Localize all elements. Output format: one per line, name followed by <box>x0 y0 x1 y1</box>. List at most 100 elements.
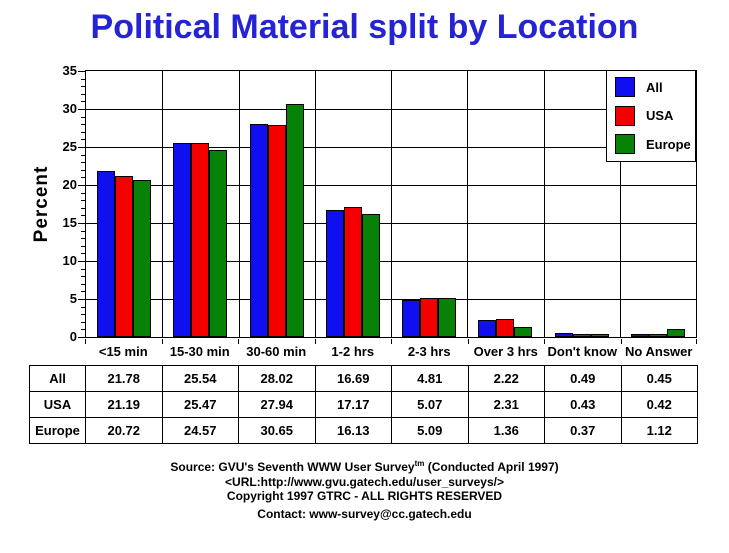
footer-source-date: (Conducted April 1997) <box>424 460 559 474</box>
bar-all <box>554 333 573 337</box>
table-cell: 0.43 <box>544 391 622 418</box>
y-tick <box>78 223 85 224</box>
bar-usa <box>496 319 515 337</box>
footer: Source: GVU's Seventh WWW User Surveytm … <box>0 457 729 521</box>
x-category-label: Don't know <box>547 344 618 359</box>
y-minor-tick <box>81 93 85 95</box>
table-cell: 21.19 <box>85 391 163 418</box>
y-minor-tick <box>81 321 85 323</box>
y-tick <box>78 185 85 186</box>
y-tick-label: 30 <box>62 101 77 116</box>
table-row-label: Europe <box>29 417 86 444</box>
y-tick <box>78 337 85 338</box>
legend-item-europe: Europe <box>615 134 695 154</box>
y-minor-tick <box>81 154 85 156</box>
legend: All USA Europe <box>606 70 696 162</box>
table-cell: 16.13 <box>314 417 392 444</box>
bar-all <box>249 124 268 337</box>
y-tick-label: 5 <box>69 291 77 306</box>
x-tick <box>544 339 545 344</box>
bar-usa <box>420 298 439 337</box>
bar-usa <box>267 124 286 337</box>
y-minor-tick <box>81 215 85 217</box>
v-gridline <box>238 71 240 337</box>
x-tick <box>85 339 86 344</box>
y-minor-tick <box>81 238 85 240</box>
y-minor-tick <box>81 306 85 308</box>
y-minor-tick <box>81 329 85 331</box>
x-category-label: 15-30 min <box>169 344 230 359</box>
bar-all <box>97 171 116 337</box>
footer-contact-line: Contact: www-survey@cc.gatech.edu <box>257 506 472 521</box>
plot-area <box>85 70 697 338</box>
chart-title: Political Material split by Location <box>90 8 639 46</box>
x-tick <box>696 339 697 344</box>
y-tick <box>78 299 85 300</box>
x-category-label: <15 min <box>98 344 148 359</box>
y-tick-label: 10 <box>62 253 77 268</box>
legend-item-usa: USA <box>615 105 695 126</box>
footer-source-text: Source: GVU's Seventh WWW User Survey <box>170 460 415 474</box>
x-tick <box>620 339 622 344</box>
y-minor-tick <box>81 101 85 103</box>
footer-url-line: <URL:http://www.gvu.gatech.edu/user_surv… <box>225 474 504 489</box>
bar-usa <box>115 175 134 337</box>
table-cell: 5.07 <box>391 391 469 418</box>
data-table: All 21.78 25.54 28.02 16.69 4.81 2.22 0.49 0.45 U… <box>29 365 698 444</box>
legend-label-usa: USA <box>646 108 674 123</box>
table-row-europe: Europe 20.72 24.57 30.65 16.13 5.09 1.36 0.37 1.… <box>29 417 698 444</box>
table-cell: 0.45 <box>620 365 698 392</box>
table-cell: 0.37 <box>544 417 622 444</box>
table-row-label: USA <box>29 391 86 418</box>
y-minor-tick <box>81 86 85 88</box>
y-minor-tick <box>81 124 85 126</box>
table-cell: 1.36 <box>467 417 545 444</box>
v-gridline <box>467 71 469 337</box>
y-minor-tick <box>81 192 85 194</box>
y-tick-label: 35 <box>62 63 77 78</box>
table-cell: 5.09 <box>391 417 469 444</box>
table-cell: 0.42 <box>620 391 698 418</box>
y-minor-tick <box>81 139 85 141</box>
table-cell: 0.49 <box>544 365 622 392</box>
y-tick <box>78 71 85 72</box>
x-category-label: Over 3 hrs <box>473 344 538 359</box>
y-minor-tick <box>81 177 85 179</box>
bar-all <box>402 300 421 337</box>
footer-copyright-line: Copyright 1997 GTRC - ALL RIGHTS RESERVE… <box>226 489 503 503</box>
table-cell: 28.02 <box>238 365 316 392</box>
table-cell: 1.12 <box>620 417 698 444</box>
table-cell: 4.81 <box>391 365 469 392</box>
table-cell: 30.65 <box>238 417 316 444</box>
y-tick-label: 15 <box>62 215 77 230</box>
bar-europe <box>361 214 380 337</box>
y-tick <box>78 147 85 148</box>
v-gridline <box>391 71 392 337</box>
table-cell: 17.17 <box>314 391 392 418</box>
y-minor-tick <box>81 268 85 270</box>
table-cell: 2.31 <box>467 391 545 418</box>
y-minor-tick <box>81 169 85 171</box>
x-tick <box>238 339 239 344</box>
y-minor-tick <box>81 276 85 278</box>
table-cell: 2.22 <box>467 365 545 392</box>
footer-source-line: Source: GVU's Seventh WWW User Surveytm … <box>0 457 729 475</box>
legend-swatch-all <box>615 77 635 97</box>
bar-europe <box>514 326 533 337</box>
bar-europe <box>209 150 228 337</box>
y-minor-tick <box>81 116 85 118</box>
x-category-label: 1-2 hrs <box>331 344 375 359</box>
x-tick <box>467 339 469 344</box>
x-tick <box>161 339 163 344</box>
table-row-usa: USA 21.19 25.47 27.94 17.17 5.07 2.31 0.43 0.42 <box>29 391 698 418</box>
v-gridline <box>543 71 545 337</box>
bar-usa <box>191 143 210 337</box>
y-tick <box>78 109 85 110</box>
legend-label-europe: Europe <box>646 136 691 152</box>
y-minor-tick <box>81 283 85 285</box>
legend-swatch-europe <box>615 134 635 154</box>
bar-usa <box>572 333 591 337</box>
bar-usa <box>648 333 667 337</box>
bar-usa <box>343 206 362 337</box>
